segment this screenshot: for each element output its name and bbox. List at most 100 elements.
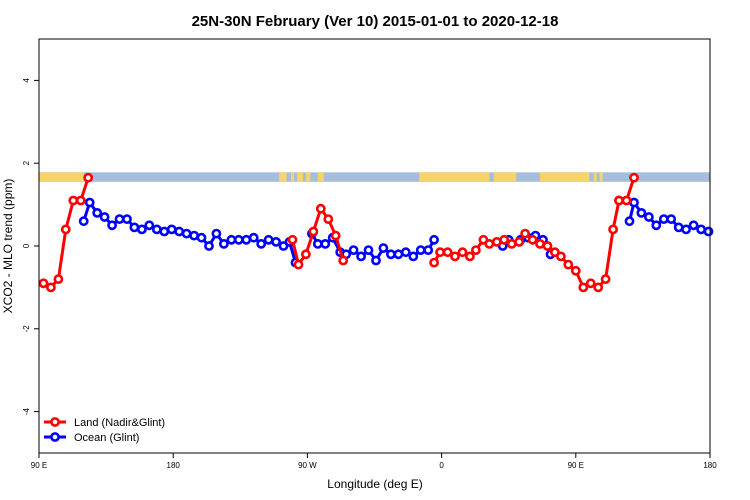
land-data-point: [527, 234, 538, 245]
land-data-point: [308, 226, 319, 237]
ocean-data-point: [144, 220, 155, 231]
ocean-data-point: [122, 214, 132, 224]
ocean-data-point: [78, 216, 89, 227]
ocean-data-point: [651, 220, 662, 231]
land-data-point: [608, 224, 618, 235]
land-strip-segment: [319, 172, 324, 182]
land-strip-segment: [493, 172, 517, 182]
land-data-point: [429, 257, 439, 268]
land-data-point: [442, 247, 453, 258]
x-tick-label: 90 W: [298, 461, 317, 470]
land-data-point: [83, 172, 94, 183]
land-data-point: [535, 238, 545, 249]
land-data-point: [570, 265, 581, 276]
land-data-point: [585, 278, 596, 289]
ocean-data-point: [636, 207, 647, 218]
land-data-point: [293, 259, 304, 270]
ocean-data-point: [248, 232, 259, 243]
land-sea-strip: [39, 172, 710, 182]
y-tick-label: -4: [22, 407, 31, 415]
ocean-data-point: [371, 255, 381, 266]
ocean-data-point: [666, 214, 677, 224]
ocean-data-point: [271, 236, 281, 247]
land-data-point: [46, 282, 56, 293]
land-strip-segment: [290, 172, 294, 182]
y-tick-label: 0: [22, 243, 31, 248]
land-strip-segment: [599, 172, 603, 182]
ocean-data-point: [624, 216, 635, 227]
x-axis-label: Longitude (deg E): [327, 477, 422, 491]
x-tick-label: 180: [167, 461, 181, 470]
land-data-point: [53, 274, 64, 284]
land-data-point: [338, 255, 349, 266]
ocean-data-point: [233, 234, 244, 245]
plot-frame: [38, 38, 711, 454]
land-data-point: [75, 195, 86, 206]
y-tick-label: 2: [22, 160, 31, 165]
ocean-data-point: [204, 241, 214, 251]
legend: Land (Nadir&Glint) Ocean (Glint): [44, 417, 165, 444]
y-tick-label: 4: [22, 78, 31, 83]
ocean-data-point: [400, 247, 411, 258]
ocean-data-point: [385, 249, 396, 260]
land-data-point: [506, 238, 517, 249]
ocean-data-point: [408, 251, 419, 262]
land-data-point: [464, 251, 475, 262]
ocean-data-point: [363, 245, 374, 255]
legend-marker: [50, 432, 60, 442]
land-data-point: [520, 228, 530, 239]
land-strip-segment: [593, 172, 597, 182]
land-data-point: [621, 195, 632, 206]
x-tick-label: 180: [703, 461, 717, 470]
land-data-point: [600, 274, 611, 284]
ocean-strip: [39, 172, 710, 182]
ocean-data-point: [644, 212, 654, 222]
ocean-data-point: [415, 245, 426, 255]
ocean-data-point: [263, 234, 274, 245]
chart-title: 25N-30N February (Ver 10) 2015-01-01 to …: [192, 13, 559, 30]
land-data-point: [542, 241, 553, 251]
land-data-point: [315, 203, 326, 214]
ocean-data-point: [107, 220, 117, 231]
ocean-data-point: [211, 228, 222, 239]
land-data-point: [593, 282, 604, 293]
ocean-data-point: [114, 214, 125, 224]
land-data-point: [330, 230, 341, 241]
ocean-data-point: [256, 238, 267, 249]
land-strip-segment: [419, 172, 490, 182]
ocean-data-point: [356, 251, 366, 262]
series-layer: [38, 172, 714, 293]
ocean-data-point: [688, 220, 699, 231]
ocean-data-point: [136, 224, 147, 235]
land-data-point: [68, 195, 79, 206]
land-series-line: [432, 200, 621, 290]
ocean-data-point: [151, 224, 162, 235]
ocean-data-point: [703, 226, 714, 237]
land-data-point: [60, 224, 71, 235]
ocean-data-point: [84, 197, 95, 208]
ocean-data-point: [348, 245, 359, 255]
ocean-data-point: [92, 207, 103, 218]
land-strip-segment: [39, 172, 84, 182]
y-axis-label: XCO2 - MLO trend (ppm): [1, 179, 15, 314]
land-strip-segment: [540, 172, 590, 182]
land-data-point: [287, 234, 298, 245]
y-tick-label: -2: [22, 325, 31, 333]
legend-marker: [50, 417, 60, 427]
land-data-point: [578, 282, 589, 293]
ocean-data-point: [673, 222, 684, 233]
ocean-data-point: [196, 232, 207, 243]
land-data-point: [450, 251, 460, 262]
axes: 90 E 180 90 W 0 90 E 180 4 2 0 -2 -4: [22, 78, 717, 470]
land-data-point: [457, 247, 468, 258]
land-data-point: [300, 249, 311, 260]
ocean-data-point: [181, 228, 192, 239]
ocean-data-point: [320, 238, 331, 249]
x-tick-label: 90 E: [31, 461, 47, 470]
ocean-data-point: [166, 224, 177, 235]
land-data-point: [484, 238, 495, 249]
land-data-point: [614, 195, 624, 206]
land-data-point: [470, 245, 481, 255]
land-data-point: [629, 172, 639, 183]
x-tick-label: 90 E: [568, 461, 584, 470]
